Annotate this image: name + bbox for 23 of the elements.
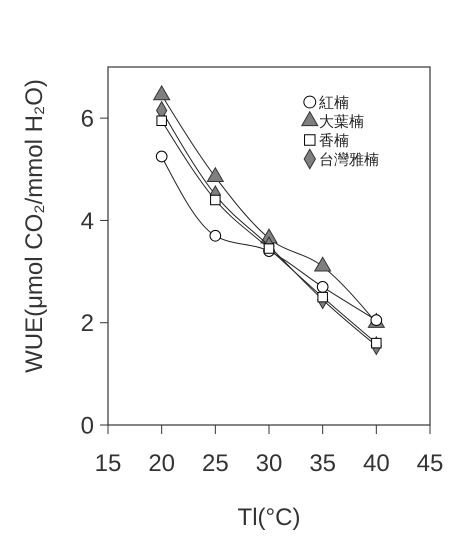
x-axis-title: Tl(°C) [238, 504, 300, 531]
x-tick-label: 25 [202, 450, 229, 477]
legend-label: 紅楠 [318, 94, 349, 112]
y-tick-label: 4 [80, 208, 94, 235]
y-tick-label: 6 [80, 106, 94, 133]
legend-label: 香楠 [318, 132, 349, 150]
point [210, 194, 221, 206]
y-axis-title: WUE(μmol CO₂/mmol H₂O) [21, 79, 48, 373]
point [317, 292, 328, 302]
point [156, 115, 167, 126]
legend-label: 台灣雅楠 [318, 151, 379, 168]
x-tick-label: 30 [256, 450, 282, 477]
point [316, 281, 329, 293]
x-tick-label: 45 [416, 450, 444, 477]
x-tick-label: 20 [148, 450, 176, 477]
y-tick-label: 2 [80, 310, 94, 338]
x-tick-label: 35 [309, 450, 336, 477]
x-tick-label: 15 [94, 450, 122, 477]
x-tick-label: 40 [362, 450, 390, 477]
y-tick-label: 0 [80, 412, 94, 440]
point [209, 230, 222, 242]
point [264, 243, 274, 254]
legend-label: 大葉楠 [318, 113, 364, 130]
